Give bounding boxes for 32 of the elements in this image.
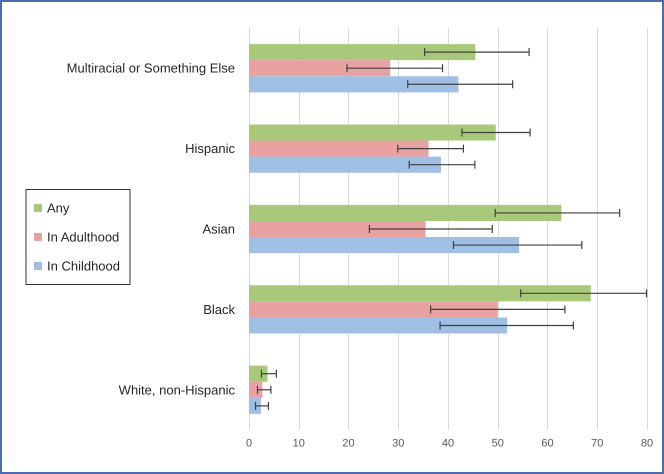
legend-label: In Adulthood (47, 230, 120, 244)
x-tick-label: 40 (442, 438, 454, 450)
y-tick-label: Multiracial or Something Else (66, 60, 235, 76)
bar (249, 301, 498, 318)
bar (249, 285, 591, 302)
x-tick-label: 30 (392, 438, 404, 450)
bar (249, 366, 268, 382)
x-tick-label: 0 (246, 438, 252, 450)
y-tick-label: White, non-Hispanic (118, 382, 236, 398)
bar (249, 76, 458, 92)
x-tick-label: 10 (292, 438, 305, 450)
bar (249, 204, 562, 221)
legend-label: Any (47, 200, 70, 216)
y-tick-label: Hispanic (185, 141, 236, 156)
x-tick-label: 70 (591, 438, 604, 450)
x-tick-label: 80 (640, 438, 654, 450)
bar (249, 237, 520, 254)
bar (249, 398, 261, 414)
bar (249, 124, 496, 141)
bar (249, 382, 262, 398)
bar (249, 140, 429, 157)
bar (249, 156, 442, 173)
bar (249, 44, 476, 60)
y-tick-label: Asian (202, 222, 235, 236)
legend-label: In Childhood (47, 258, 120, 274)
x-tick-label: 60 (541, 438, 554, 450)
y-tick-label: Black (203, 302, 236, 317)
x-tick-label: 20 (342, 438, 355, 450)
bar (249, 317, 508, 334)
bar (249, 60, 390, 76)
bar (249, 220, 426, 238)
x-tick-label: 50 (492, 438, 504, 450)
